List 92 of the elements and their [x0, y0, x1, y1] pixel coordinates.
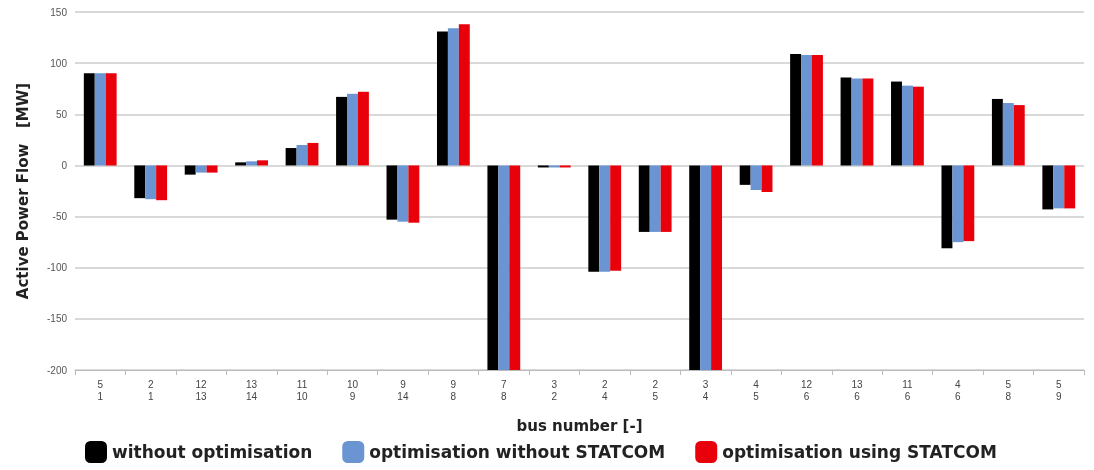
x-tick-label: 9 8 — [450, 378, 457, 402]
bar — [901, 85, 913, 166]
x-tick-label: 2 4 — [601, 378, 608, 402]
legend-label: optimisation using STATCOM — [722, 442, 997, 462]
bar — [498, 165, 510, 370]
bar — [840, 77, 852, 166]
bar — [134, 165, 146, 199]
y-tick-label: 150 — [50, 6, 68, 18]
x-tick-label: 5 9 — [1055, 378, 1062, 402]
bar — [801, 54, 812, 166]
bar — [750, 165, 762, 190]
bar — [156, 165, 168, 201]
bar — [811, 54, 823, 166]
bar — [912, 86, 924, 166]
x-tick-label: 5 8 — [1005, 378, 1012, 402]
bar — [386, 165, 398, 220]
bar — [94, 73, 106, 166]
x-tick-label: 12 6 — [800, 378, 813, 402]
x-tick-label: 7 8 — [501, 378, 508, 402]
bar — [1013, 105, 1025, 166]
bar — [347, 93, 358, 166]
bar — [184, 165, 196, 175]
bar — [436, 31, 448, 166]
bar — [408, 165, 420, 223]
bar — [1064, 165, 1076, 209]
x-tick-label: 3 2 — [551, 378, 558, 402]
bar — [952, 165, 964, 243]
x-tick-label: 9 14 — [397, 378, 409, 402]
bar — [397, 165, 409, 222]
bar — [246, 161, 258, 166]
x-tick-label: 12 13 — [195, 378, 208, 402]
x-tick-label: 4 5 — [753, 378, 760, 402]
y-tick-label: -100 — [46, 262, 68, 274]
x-tick-label: 3 4 — [702, 378, 709, 402]
y-tick-label: -50 — [52, 211, 68, 223]
y-tick-label: 50 — [55, 108, 68, 120]
x-tick-label: 2 5 — [652, 378, 659, 402]
x-tick-label: 11 6 — [902, 378, 914, 402]
legend-label: without optimisation — [112, 442, 313, 462]
y-tick-label: -150 — [46, 313, 68, 325]
bar — [336, 96, 348, 166]
x-tick-label: 13 14 — [246, 378, 258, 402]
bar — [206, 165, 218, 173]
x-tick-label: 13 6 — [851, 378, 863, 402]
bar — [105, 73, 117, 166]
bar — [689, 165, 701, 370]
bar — [649, 165, 661, 232]
y-tick-label: 100 — [50, 57, 68, 69]
bar — [739, 165, 751, 185]
bar — [1002, 103, 1014, 166]
x-axis-title: bus number [-] — [516, 416, 643, 435]
bar — [285, 148, 297, 166]
bar — [357, 91, 369, 166]
legend-label: optimisation without STATCOM — [369, 442, 666, 462]
bar — [963, 165, 975, 242]
x-tick-label: 4 6 — [955, 378, 962, 402]
bar — [660, 165, 672, 232]
bar — [941, 165, 953, 249]
bar — [1053, 165, 1065, 209]
bar — [1042, 165, 1054, 210]
bar — [588, 165, 600, 272]
bar — [195, 165, 207, 173]
y-tick-label: -200 — [46, 364, 68, 376]
bar — [991, 98, 1003, 166]
x-tick-label: 5 1 — [97, 378, 104, 402]
y-tick-label: 0 — [61, 159, 68, 171]
bar — [862, 78, 874, 166]
y-axis-title: Active Power Flow [MW] — [13, 82, 32, 300]
bar — [447, 28, 459, 166]
bar — [638, 165, 650, 232]
bar — [83, 73, 95, 166]
bar — [509, 165, 521, 370]
bar — [761, 165, 773, 193]
bar — [537, 165, 549, 168]
bar — [548, 165, 560, 168]
x-tick-label: 2 1 — [147, 378, 154, 402]
bar — [307, 142, 319, 166]
bar — [599, 165, 611, 272]
bar — [891, 81, 902, 166]
bar — [711, 165, 723, 370]
bar — [610, 165, 622, 271]
x-tick-label: 11 10 — [296, 378, 309, 402]
bar — [257, 160, 268, 166]
bar — [145, 165, 157, 200]
bar — [790, 53, 802, 166]
bar — [487, 165, 499, 370]
bar — [851, 78, 863, 166]
bar — [700, 165, 712, 370]
x-tick-label: 10 9 — [346, 378, 359, 402]
bar — [458, 24, 470, 166]
bar — [235, 162, 247, 166]
bar — [559, 165, 571, 168]
